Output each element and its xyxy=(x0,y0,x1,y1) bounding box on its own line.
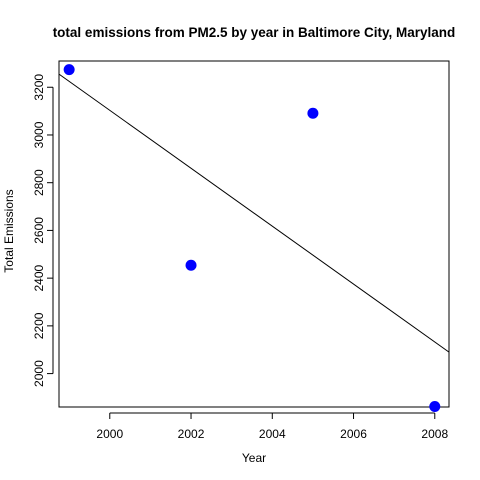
plot-frame xyxy=(58,60,450,408)
data-point xyxy=(63,64,75,76)
data-point xyxy=(307,107,319,119)
y-tick-label: 3000 xyxy=(32,121,46,148)
y-tick-label: 2200 xyxy=(32,312,46,339)
y-axis-label: Total Emissions xyxy=(2,189,16,272)
data-point xyxy=(185,259,197,271)
x-tick-label: 2008 xyxy=(421,427,448,441)
x-tick-label: 2002 xyxy=(178,427,205,441)
data-points xyxy=(63,64,441,413)
y-tick-label: 2000 xyxy=(32,360,46,387)
x-axis-label: Year xyxy=(242,451,266,465)
y-axis: 2000 2200 2400 2600 2800 3000 3200 xyxy=(32,74,54,387)
y-tick-label: 2400 xyxy=(32,264,46,291)
regression-line xyxy=(58,73,450,353)
chart-title: total emissions from PM2.5 by year in Ba… xyxy=(53,25,456,40)
x-tick-label: 2006 xyxy=(340,427,367,441)
data-point xyxy=(429,401,441,413)
y-tick-label: 2600 xyxy=(32,217,46,244)
y-tick-label: 2800 xyxy=(32,169,46,196)
x-axis: 2000 2002 2004 2006 2008 xyxy=(96,412,448,441)
x-tick-label: 2000 xyxy=(96,427,123,441)
y-tick-label: 3200 xyxy=(32,74,46,101)
x-tick-label: 2004 xyxy=(259,427,286,441)
